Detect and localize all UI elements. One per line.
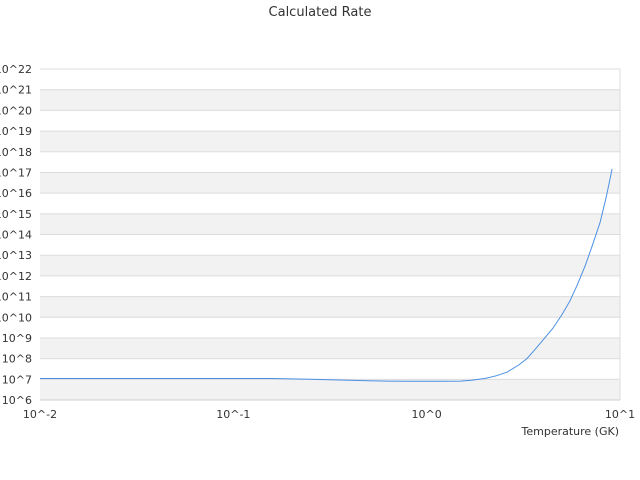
gridlines	[40, 68, 620, 401]
y-tick-label: 10^14	[0, 229, 32, 242]
grid-band	[40, 379, 620, 400]
y-tick-label: 10^19	[0, 125, 32, 138]
grid-band	[40, 337, 620, 359]
grid-band	[40, 151, 620, 173]
y-tick-label: 10^21	[0, 84, 32, 97]
y-tick-label: 10^15	[0, 208, 32, 221]
grid-band	[40, 69, 620, 90]
x-tick-label: 10^-2	[23, 408, 57, 421]
series-group	[40, 168, 613, 382]
grid-band	[40, 275, 620, 297]
y-tick-label: 10^22	[0, 63, 32, 76]
grid-band	[40, 193, 620, 214]
grid-band	[40, 213, 620, 235]
x-axis-ticks: 10^-2 10^-1 10^0 10^1	[23, 408, 635, 421]
x-tick-label: 10^1	[605, 408, 635, 421]
grid-band	[40, 110, 620, 132]
y-axis-ticks: 10^6 10^7 10^8 10^9 10^10 10^11 10^12 10^13 10^1…	[0, 63, 32, 407]
y-tick-label: 10^6	[2, 394, 32, 407]
y-tick-label: 10^10	[0, 311, 32, 324]
grid-band	[40, 234, 620, 256]
x-tick-label: 10^-1	[216, 408, 250, 421]
x-tick-label: 10^0	[412, 408, 442, 421]
chart-title: Calculated Rate	[269, 5, 372, 20]
grid-band	[40, 296, 620, 318]
y-tick-label: 10^12	[0, 270, 32, 283]
y-tick-label: 10^13	[0, 249, 32, 262]
grid-band	[40, 317, 620, 338]
y-tick-label: 10^16	[0, 187, 32, 200]
grid-band	[40, 131, 620, 152]
y-tick-label: 10^18	[0, 146, 32, 159]
y-tick-label: 10^11	[0, 291, 32, 304]
grid-band	[40, 89, 620, 111]
axes	[40, 69, 621, 401]
grid-band	[40, 358, 620, 380]
plot-background	[40, 69, 620, 400]
x-axis-label: Temperature (GK)	[521, 425, 620, 438]
y-tick-label: 10^7	[2, 373, 32, 386]
grid-band	[40, 172, 620, 194]
y-tick-label: 10^9	[2, 332, 32, 345]
grid-band	[40, 255, 620, 276]
y-tick-label: 10^17	[0, 166, 32, 179]
y-tick-label: 10^8	[2, 353, 32, 366]
y-tick-label: 10^20	[0, 104, 32, 117]
series-line	[40, 168, 613, 382]
